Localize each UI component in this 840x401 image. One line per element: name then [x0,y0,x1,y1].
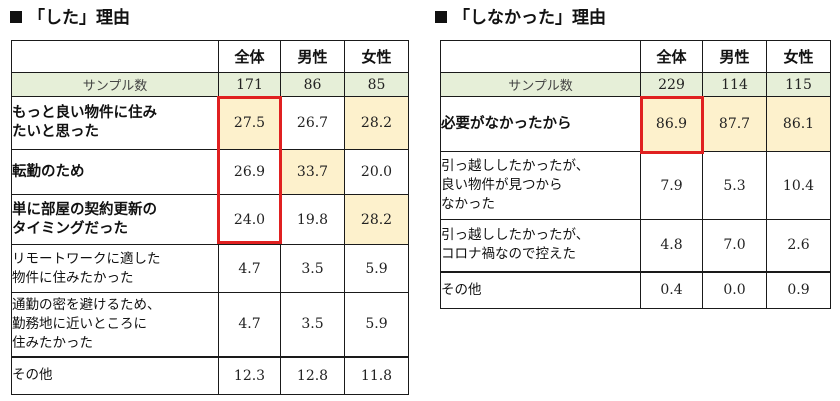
table-row: その他 0.4 0.0 0.9 [440,271,831,309]
left-table: 全体 男性 女性 サンプル数 171 86 85 もっと良い物件に住み たいと思っ… [11,40,409,395]
row-label: リモートワークに適した 物件に住みたかった [11,244,219,293]
sample-total: 229 [640,72,703,97]
cell-total: 27.5 [218,96,281,150]
cell-male: 3.5 [280,244,345,293]
cell-male: 3.5 [280,292,345,358]
row-label: その他 [440,271,641,309]
table-row: 必要がなかったから 86.9 87.7 86.1 [440,96,831,152]
cell-total: 24.0 [218,194,281,245]
table-row: 引っ越ししたかったが、 コロナ禍なので控えた 4.8 7.0 2.6 [440,219,831,273]
cell-total: 0.4 [640,271,703,309]
cell-male: 19.8 [280,194,345,245]
header-blank [440,40,641,73]
header-female: 女性 [344,40,409,73]
row-label: 通勤の密を避けるため、 勤務地に近いところに 住みたかった [11,292,219,358]
row-label: 単に部屋の契約更新の タイミングだった [11,194,219,245]
cell-female: 20.0 [344,149,409,195]
cell-total: 12.3 [218,356,281,395]
cell-total: 4.7 [218,292,281,358]
cell-total: 4.7 [218,244,281,293]
sample-label: サンプル数 [11,72,219,97]
square-bullet-icon [435,11,447,23]
row-label: もっと良い物件に住み たいと思った [11,96,219,150]
sample-total: 171 [218,72,281,97]
header-male: 男性 [280,40,345,73]
header-total: 全体 [640,40,703,73]
right-header-row: 全体 男性 女性 [440,40,831,73]
cell-female: 0.9 [766,271,831,309]
cell-male: 5.3 [702,151,767,220]
table-row: もっと良い物件に住み たいと思った 27.5 26.7 28.2 [11,96,409,150]
cell-male: 33.7 [280,149,345,195]
row-label: 必要がなかったから [440,96,641,152]
cell-female: 5.9 [344,244,409,293]
left-sample-row: サンプル数 171 86 85 [11,72,409,97]
sample-female: 115 [766,72,831,97]
row-label: 引っ越ししたかったが、 良い物件が見つから なかった [440,151,641,220]
row-label: その他 [11,356,219,395]
right-table: 全体 男性 女性 サンプル数 229 114 115 必要がなかったから 86.… [440,40,831,309]
table-row: その他 12.3 12.8 11.8 [11,356,409,395]
sample-label: サンプル数 [440,72,641,97]
cell-female: 11.8 [344,356,409,395]
left-section-title: 「した」理由 [10,8,130,28]
cell-male: 87.7 [702,96,767,152]
cell-female: 28.2 [344,194,409,245]
table-row: リモートワークに適した 物件に住みたかった 4.7 3.5 5.9 [11,244,409,293]
sample-male: 114 [702,72,767,97]
left-header-row: 全体 男性 女性 [11,40,409,73]
table-row: 通勤の密を避けるため、 勤務地に近いところに 住みたかった 4.7 3.5 5.9 [11,292,409,358]
table-row: 転勤のため 26.9 33.7 20.0 [11,149,409,195]
cell-female: 5.9 [344,292,409,358]
cell-female: 10.4 [766,151,831,220]
header-blank [11,40,219,73]
right-sample-row: サンプル数 229 114 115 [440,72,831,97]
table-row: 引っ越ししたかったが、 良い物件が見つから なかった 7.9 5.3 10.4 [440,151,831,220]
cell-male: 7.0 [702,219,767,273]
table-row: 単に部屋の契約更新の タイミングだった 24.0 19.8 28.2 [11,194,409,245]
cell-male: 12.8 [280,356,345,395]
square-bullet-icon [10,11,22,23]
cell-female: 86.1 [766,96,831,152]
cell-female: 28.2 [344,96,409,150]
cell-female: 2.6 [766,219,831,273]
cell-male: 26.7 [280,96,345,150]
row-label: 転勤のため [11,149,219,195]
header-female: 女性 [766,40,831,73]
sample-male: 86 [280,72,345,97]
header-total: 全体 [218,40,281,73]
right-section-title: 「しなかった」理由 [435,8,606,28]
left-highlight-box [217,96,282,244]
right-highlight-box [640,96,704,154]
cell-total: 7.9 [640,151,703,220]
cell-total: 4.8 [640,219,703,273]
row-label: 引っ越ししたかったが、 コロナ禍なので控えた [440,219,641,273]
cell-male: 0.0 [702,271,767,309]
sample-female: 85 [344,72,409,97]
header-male: 男性 [702,40,767,73]
